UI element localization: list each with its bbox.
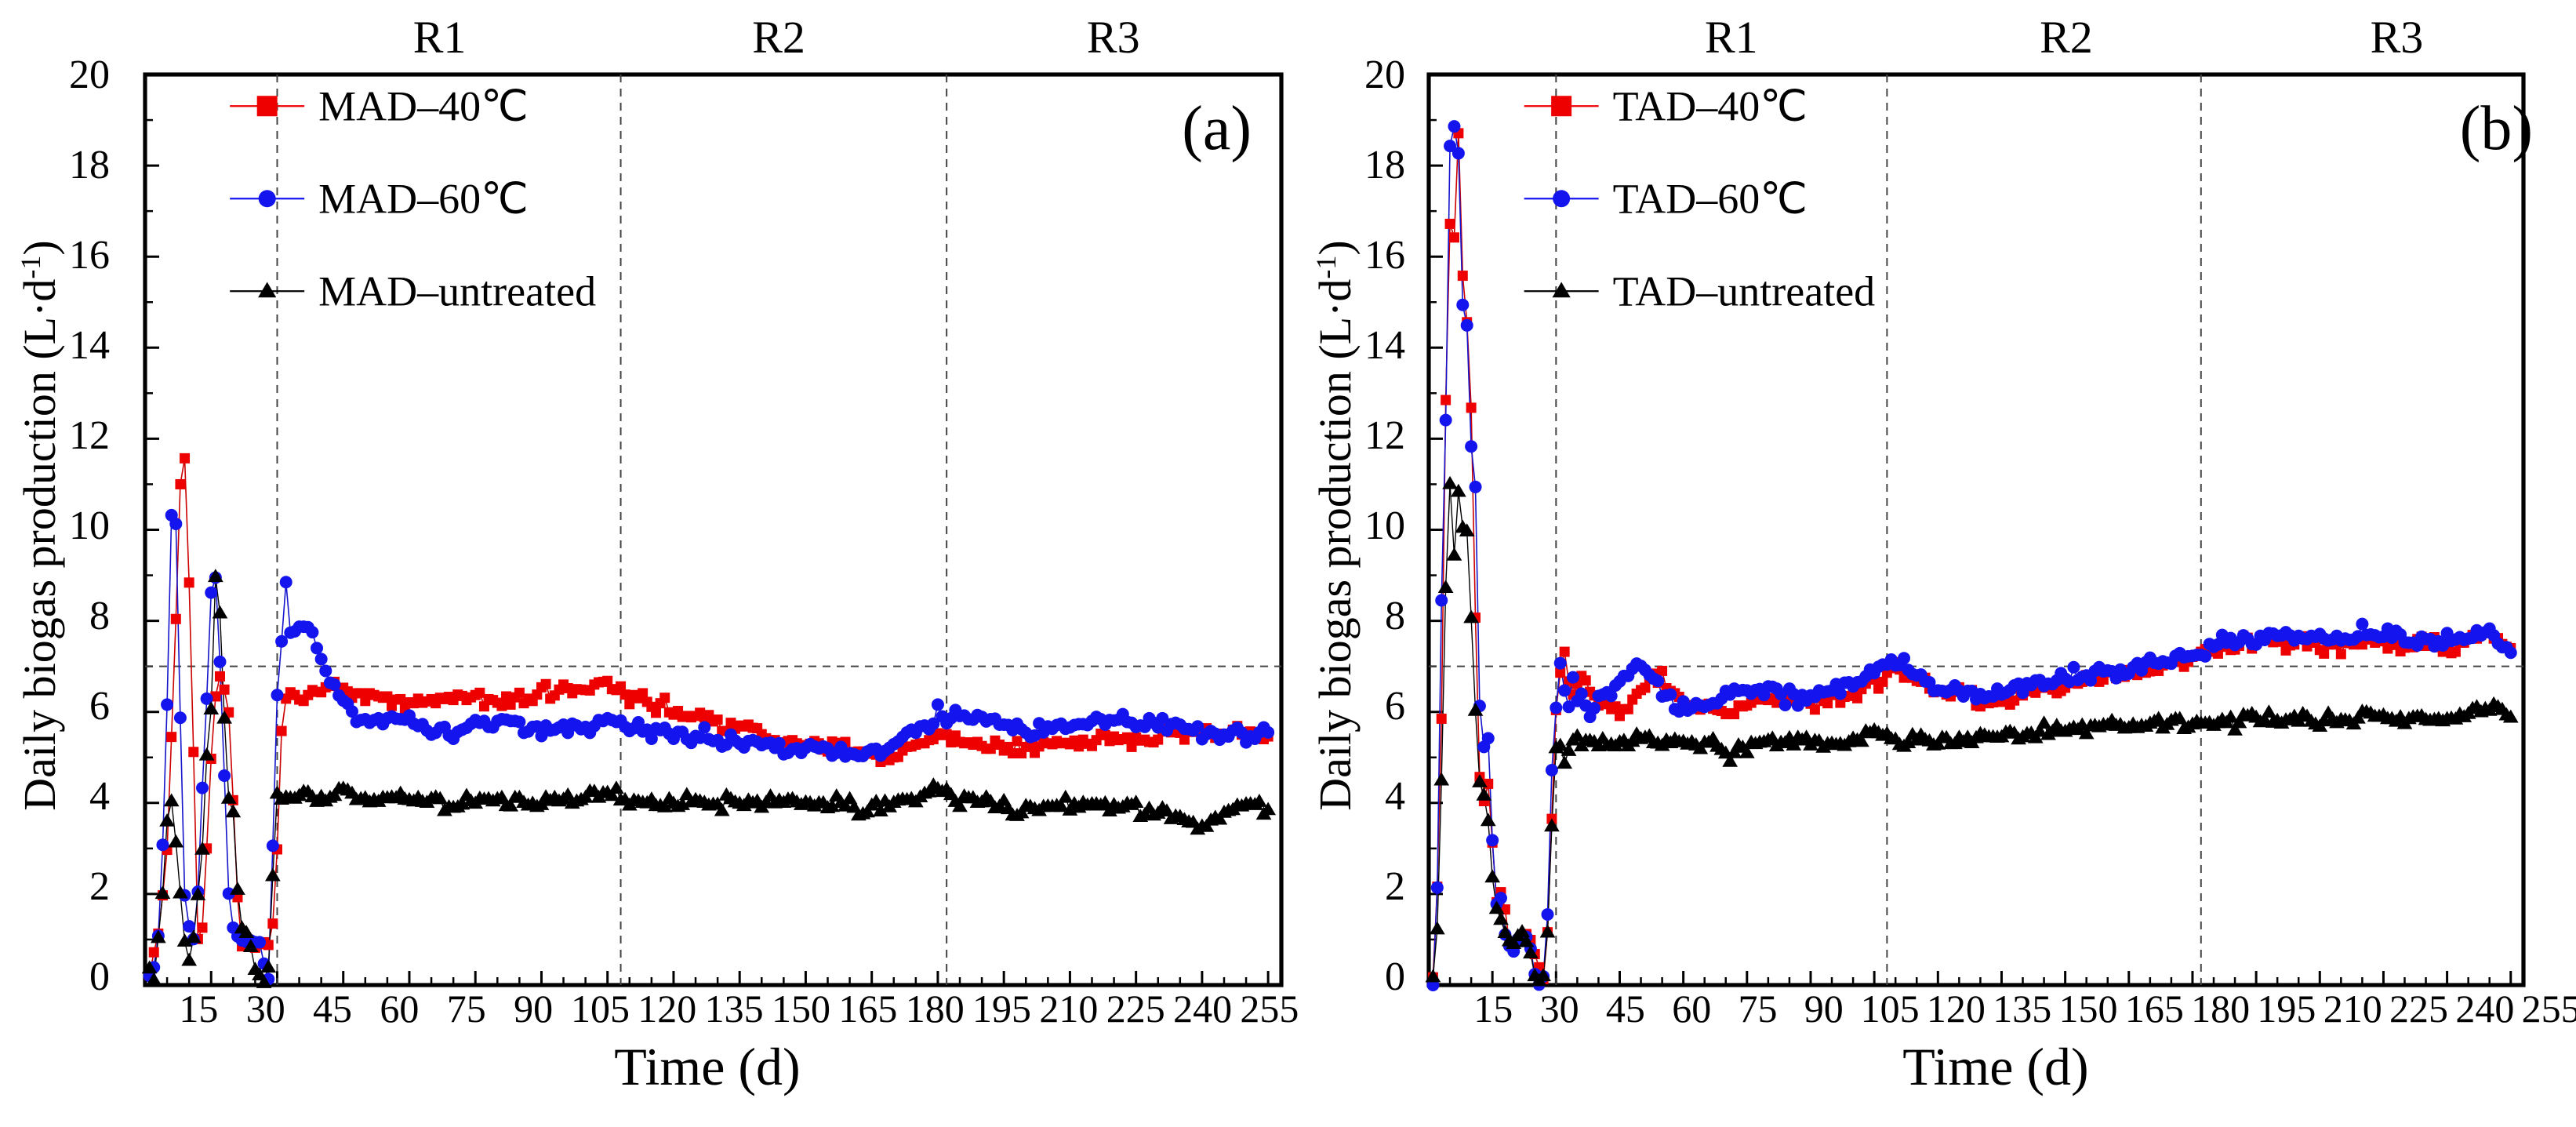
svg-text:R3: R3 [2371, 12, 2424, 63]
svg-text:225: 225 [2389, 987, 2448, 1031]
svg-text:45: 45 [313, 987, 352, 1031]
svg-text:210: 210 [1039, 987, 1098, 1031]
svg-text:195: 195 [972, 987, 1031, 1031]
svg-text:255: 255 [1240, 987, 1299, 1031]
svg-text:75: 75 [447, 987, 486, 1031]
svg-text:MAD–60℃: MAD–60℃ [318, 175, 529, 222]
svg-text:18: 18 [69, 143, 110, 187]
svg-text:8: 8 [89, 594, 110, 638]
svg-text:R3: R3 [1087, 12, 1140, 63]
svg-text:MAD–40℃: MAD–40℃ [318, 82, 529, 129]
svg-text:150: 150 [772, 987, 830, 1031]
svg-text:4: 4 [1385, 774, 1405, 819]
svg-text:4: 4 [89, 774, 110, 819]
svg-text:180: 180 [906, 987, 965, 1031]
svg-text:R1: R1 [1705, 12, 1758, 63]
svg-text:18: 18 [1364, 143, 1405, 187]
svg-text:225: 225 [1106, 987, 1165, 1031]
svg-text:135: 135 [1993, 987, 2051, 1031]
svg-text:60: 60 [1672, 987, 1711, 1031]
svg-text:105: 105 [1861, 987, 1920, 1031]
svg-text:TAD–60℃: TAD–60℃ [1613, 175, 1808, 222]
svg-text:MAD–untreated: MAD–untreated [318, 267, 596, 314]
svg-text:6: 6 [89, 684, 110, 729]
svg-text:R1: R1 [413, 12, 467, 63]
svg-text:20: 20 [1364, 53, 1405, 97]
svg-text:-1: -1 [1310, 256, 1342, 279]
svg-text:15: 15 [1473, 987, 1513, 1031]
svg-text:TAD–40℃: TAD–40℃ [1613, 82, 1808, 129]
svg-text:2: 2 [1385, 864, 1405, 909]
svg-text:30: 30 [1540, 987, 1579, 1031]
svg-text:135: 135 [705, 987, 764, 1031]
svg-text:150: 150 [2059, 987, 2118, 1031]
svg-text:60: 60 [380, 987, 419, 1031]
svg-text:120: 120 [638, 987, 696, 1031]
svg-text:R2: R2 [2040, 12, 2093, 63]
svg-text:Daily biogas production (L·d: Daily biogas production (L·d [1310, 279, 1361, 811]
svg-text:30: 30 [246, 987, 285, 1031]
svg-text:10: 10 [69, 504, 110, 548]
svg-text:20: 20 [69, 53, 110, 97]
svg-text:195: 195 [2257, 987, 2316, 1031]
svg-text:120: 120 [1927, 987, 1986, 1031]
svg-text:14: 14 [69, 323, 110, 368]
svg-text:10: 10 [1364, 504, 1405, 548]
svg-text:(a): (a) [1182, 94, 1252, 163]
svg-text:12: 12 [1364, 413, 1405, 458]
svg-text:165: 165 [2125, 987, 2184, 1031]
svg-text:-1: -1 [15, 256, 46, 279]
svg-text:2: 2 [89, 864, 110, 909]
svg-text:0: 0 [1385, 954, 1405, 999]
svg-text:12: 12 [69, 413, 110, 458]
svg-text:16: 16 [1364, 233, 1405, 278]
svg-text:6: 6 [1385, 684, 1405, 729]
svg-text:0: 0 [89, 954, 110, 999]
svg-text:165: 165 [838, 987, 897, 1031]
svg-text:Time (d): Time (d) [614, 1037, 800, 1096]
svg-text:): ) [14, 240, 65, 255]
svg-text:240: 240 [2455, 987, 2514, 1031]
svg-text:180: 180 [2191, 987, 2250, 1031]
svg-text:210: 210 [2323, 987, 2382, 1031]
svg-text:Daily biogas production (L·d: Daily biogas production (L·d [14, 279, 65, 811]
svg-text:90: 90 [514, 987, 553, 1031]
svg-text:16: 16 [69, 233, 110, 278]
svg-text:): ) [1310, 240, 1361, 255]
svg-text:105: 105 [571, 987, 630, 1031]
svg-text:(b): (b) [2460, 94, 2533, 163]
svg-text:TAD–untreated: TAD–untreated [1613, 267, 1876, 314]
svg-text:75: 75 [1739, 987, 1778, 1031]
svg-text:8: 8 [1385, 594, 1405, 638]
svg-text:R2: R2 [752, 12, 805, 63]
svg-text:15: 15 [179, 987, 218, 1031]
svg-text:45: 45 [1606, 987, 1645, 1031]
svg-text:90: 90 [1804, 987, 1844, 1031]
svg-text:255: 255 [2522, 987, 2576, 1031]
svg-text:240: 240 [1173, 987, 1232, 1031]
svg-text:Time (d): Time (d) [1902, 1037, 2088, 1096]
svg-text:14: 14 [1364, 323, 1405, 368]
